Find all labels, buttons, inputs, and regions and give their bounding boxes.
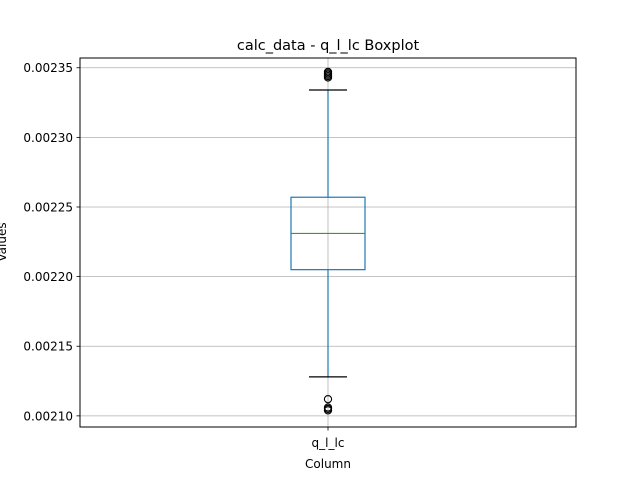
x-axis-label: Column xyxy=(305,457,351,471)
chart-title: calc_data - q_l_lc Boxplot xyxy=(237,38,420,54)
x-axis: q_l_lc xyxy=(312,427,345,450)
y-tick-label: 0.00220 xyxy=(23,270,73,284)
outlier-point xyxy=(323,67,333,77)
y-tick-label: 0.00225 xyxy=(23,200,73,214)
y-tick-label: 0.00230 xyxy=(23,131,73,145)
y-tick-label: 0.00235 xyxy=(23,61,73,75)
box-layer xyxy=(290,67,366,415)
outlier-point xyxy=(323,395,333,404)
x-tick-label: q_l_lc xyxy=(312,436,345,450)
outlier-point xyxy=(323,403,333,412)
y-axis: 0.00210 0.00215 0.00220 0.00225 0.00230 0.002… xyxy=(23,61,80,423)
y-tick-label: 0.00210 xyxy=(23,409,73,423)
outlier-point xyxy=(323,406,333,415)
y-axis-label: Values xyxy=(0,222,9,261)
y-tick-label: 0.00215 xyxy=(23,340,73,354)
